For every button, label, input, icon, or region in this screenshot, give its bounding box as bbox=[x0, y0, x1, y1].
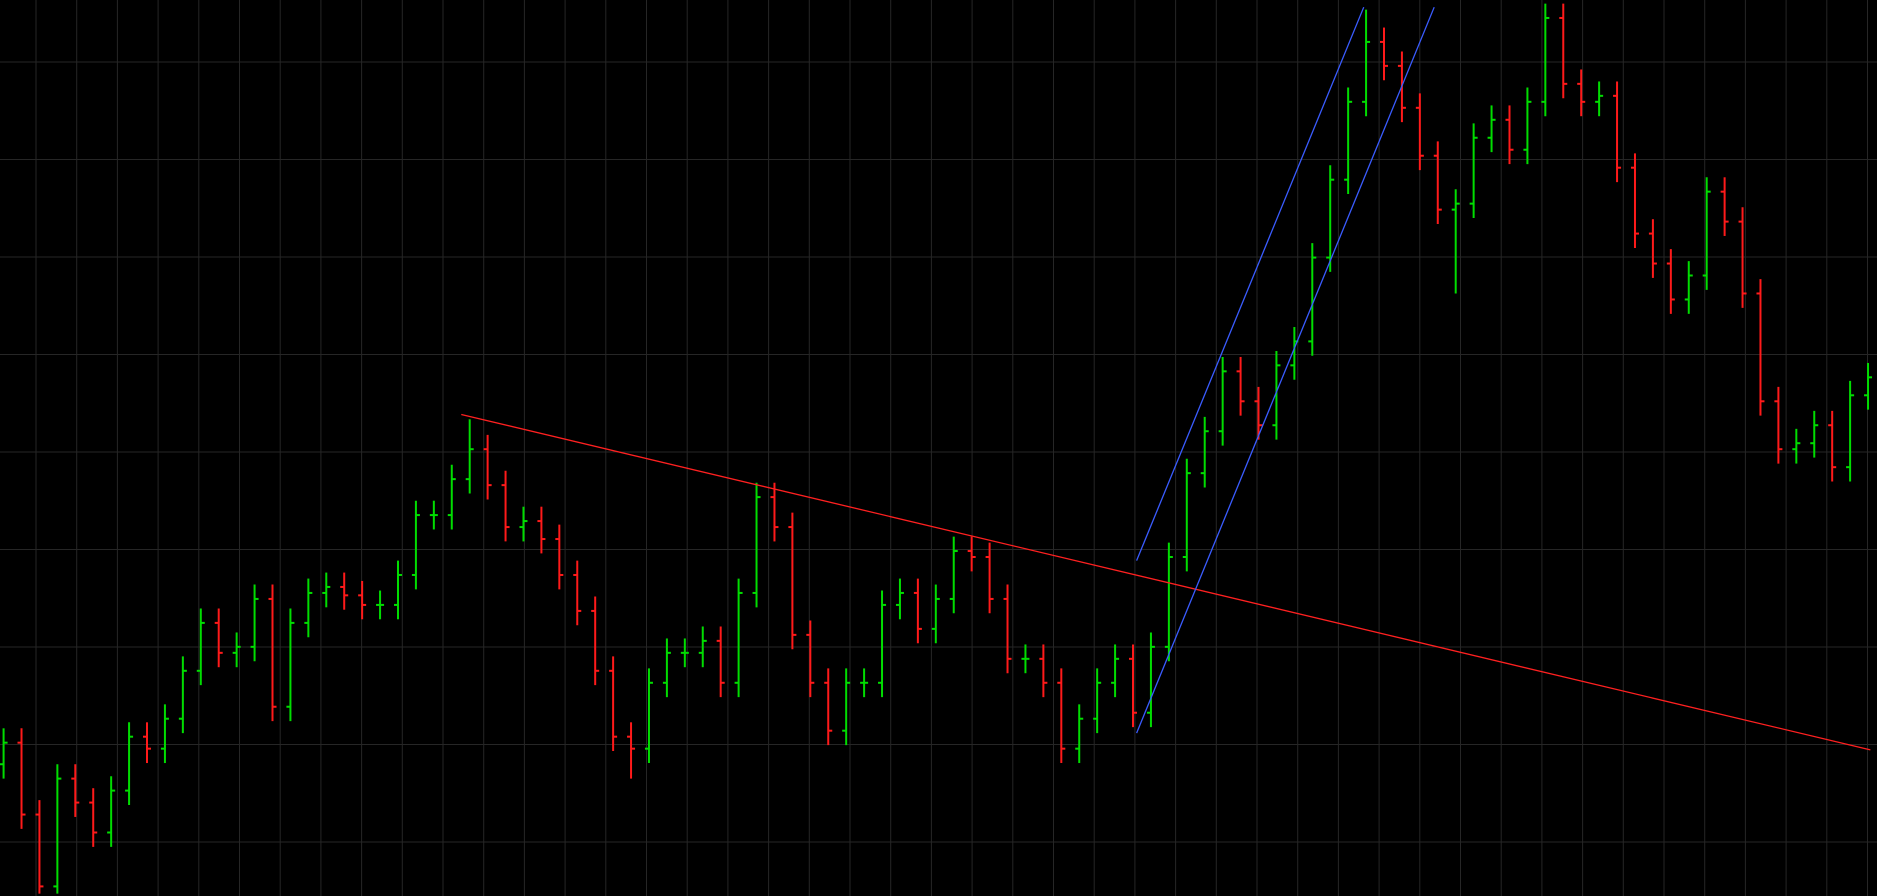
trend-line bbox=[1135, 6, 1435, 734]
trend-line bbox=[1135, 6, 1365, 561]
trend-line bbox=[461, 413, 1871, 751]
